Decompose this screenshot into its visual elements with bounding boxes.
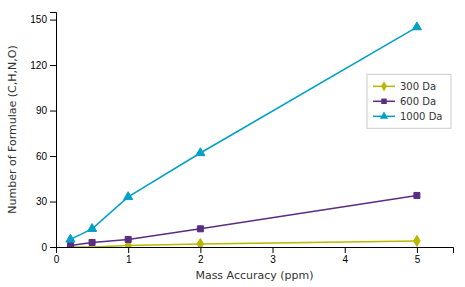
- point: [124, 192, 133, 200]
- tick-mark: [200, 247, 201, 253]
- point: [197, 238, 203, 247]
- point: [89, 239, 95, 245]
- point: [197, 226, 203, 232]
- tick-mark: [50, 247, 56, 248]
- point: [412, 22, 421, 30]
- tick-mark: [50, 202, 56, 203]
- legend-frame: [367, 74, 451, 128]
- legend: 300 Da 600 Da 1000 Da: [367, 74, 451, 128]
- tick-label: 30: [36, 196, 48, 207]
- tick-label: 1: [126, 254, 132, 265]
- legend-marker: [381, 81, 387, 91]
- tick: 120: [30, 60, 56, 71]
- tick-mark: [50, 111, 56, 112]
- tick: 2: [198, 247, 204, 265]
- legend-label: 1000 Da: [400, 111, 442, 122]
- y-axis-title: Number of Formulae (C,H,N,O): [6, 45, 19, 213]
- tick-mark: [50, 65, 56, 66]
- axis-line: [57, 248, 454, 254]
- tick-label: 0: [54, 254, 60, 265]
- tick: 5: [415, 247, 421, 265]
- point: [196, 148, 205, 156]
- tick-label: 2: [198, 254, 204, 265]
- plot: 0 1 2 3 4 5 0 30 60 90 120 150 Mass Accuracy (ppm) Nu…: [6, 13, 454, 283]
- legend-item: 600 Da: [373, 96, 436, 107]
- tick-mark: [50, 20, 56, 21]
- tick: 60: [36, 151, 56, 162]
- chart: 0 1 2 3 4 5 0 30 60 90 120 150 Mass Accuracy (ppm) Nu…: [0, 0, 465, 287]
- tick-label: 4: [342, 254, 348, 265]
- tick: 0: [54, 247, 60, 265]
- point: [88, 224, 97, 232]
- tick-label: 150: [30, 14, 47, 25]
- tick-label: 60: [36, 151, 48, 162]
- tick-label: 3: [270, 254, 276, 265]
- point: [414, 235, 420, 246]
- marks: [66, 22, 422, 247]
- tick: 1: [126, 247, 132, 265]
- legend-item: 1000 Da: [373, 111, 442, 122]
- tick: 150: [30, 14, 56, 25]
- tick-label: 120: [30, 60, 47, 71]
- tick: 4: [342, 247, 348, 265]
- tick-label: 90: [36, 105, 48, 116]
- legend-label: 300 Da: [400, 81, 436, 92]
- series-line: [70, 27, 416, 239]
- tick-mark: [128, 247, 129, 253]
- point: [125, 236, 131, 242]
- tick: 30: [36, 196, 56, 207]
- tick: 0: [41, 242, 56, 253]
- x-axis-title: Mass Accuracy (ppm): [195, 269, 313, 282]
- legend-marker: [380, 111, 388, 118]
- tick-label: 5: [415, 254, 421, 265]
- series-line: [70, 241, 416, 247]
- y-axis: 0 30 60 90 120 150: [30, 13, 56, 253]
- x-axis: 0 1 2 3 4 5: [54, 247, 454, 265]
- tick-mark: [273, 247, 274, 253]
- axis-line: [50, 13, 57, 248]
- legend-item: 300 Da: [373, 81, 436, 92]
- legend-label: 600 Da: [400, 96, 436, 107]
- tick-label: 0: [41, 242, 47, 253]
- tick: 3: [270, 247, 276, 265]
- tick-mark: [417, 247, 418, 253]
- legend-marker: [381, 99, 386, 104]
- tick-mark: [345, 247, 346, 253]
- point: [414, 192, 420, 198]
- point: [67, 242, 73, 247]
- point: [66, 234, 75, 242]
- tick: 90: [36, 105, 56, 116]
- tick-mark: [50, 156, 56, 157]
